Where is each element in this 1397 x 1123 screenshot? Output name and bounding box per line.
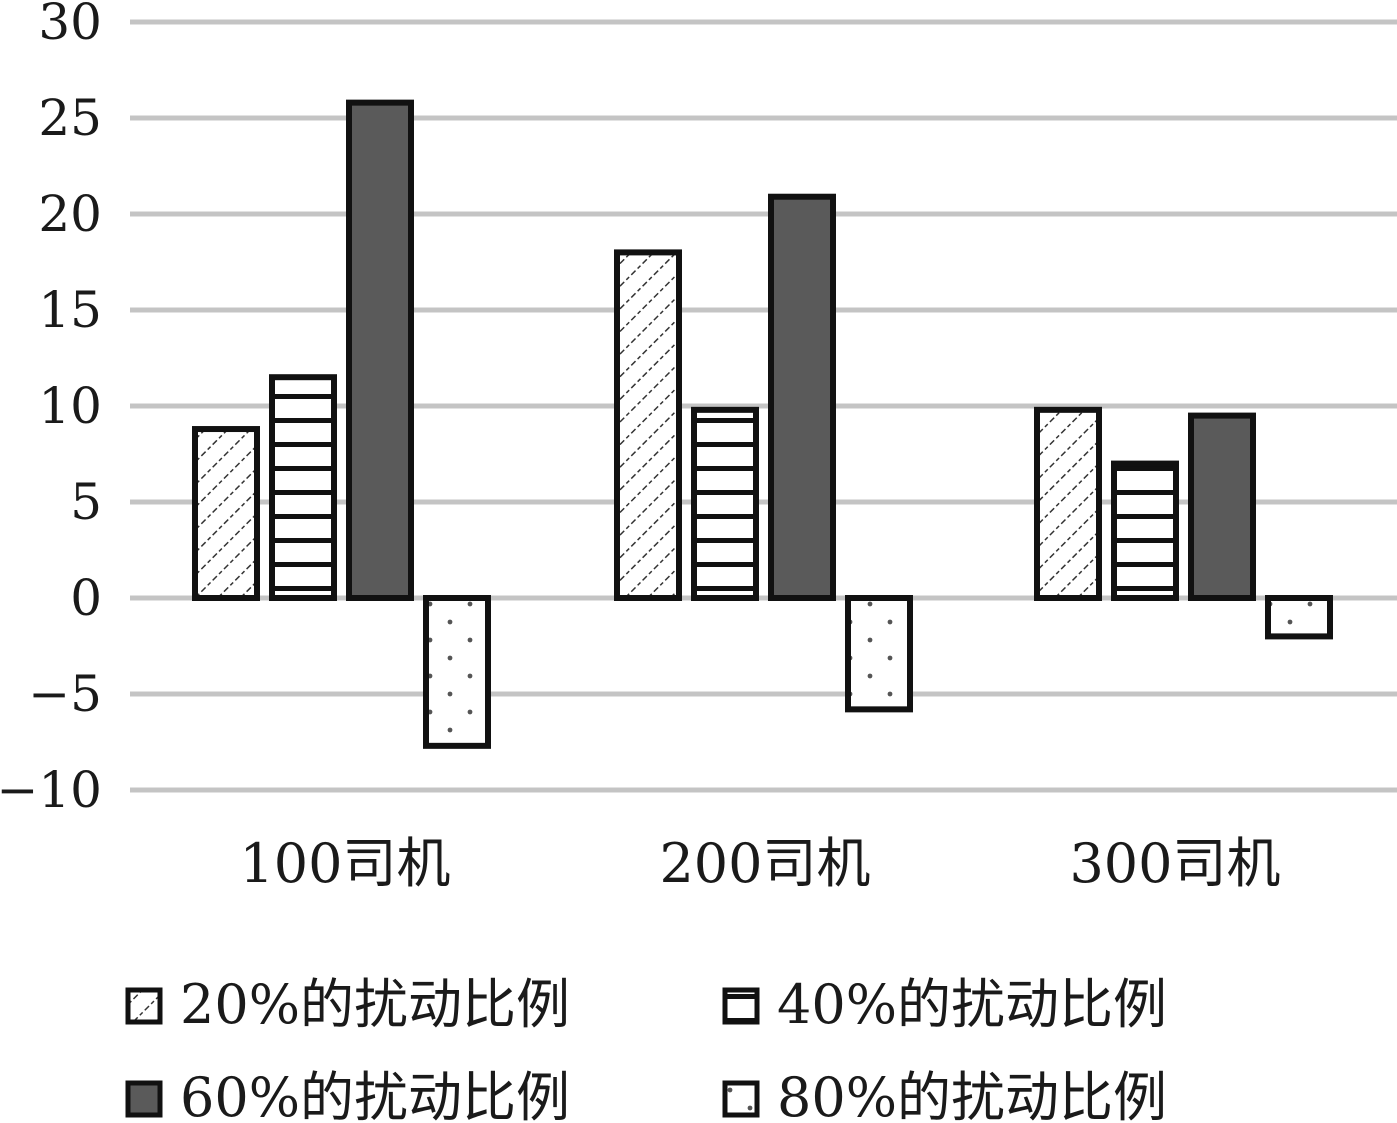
bar-3-2 xyxy=(768,193,836,601)
legend: 20%的扰动比例 40%的扰动比例 60%的扰动比例 80%的扰动比例 xyxy=(125,973,1167,1123)
bar-4-3 xyxy=(1265,595,1333,640)
gridlines xyxy=(130,19,1397,793)
legend-swatch xyxy=(125,987,163,1025)
legend-label: 60%的扰动比例 xyxy=(180,1066,570,1123)
y-tick-label: −5 xyxy=(28,665,102,723)
y-axis-ticks: 30 25 20 15 10 5 0 −5 −10 xyxy=(0,0,102,819)
bar-2-2 xyxy=(691,406,759,601)
x-category-label: 100司机 xyxy=(239,832,450,895)
legend-swatch xyxy=(125,1080,163,1118)
x-category-label: 200司机 xyxy=(659,832,870,895)
legend-swatch xyxy=(722,1080,760,1118)
legend-label: 80%的扰动比例 xyxy=(777,1066,1167,1123)
legend-label: 40%的扰动比例 xyxy=(777,973,1167,1036)
y-tick-label: 20 xyxy=(38,185,102,243)
y-tick-label: 25 xyxy=(38,89,102,147)
bar-1-1 xyxy=(192,426,260,602)
bar-3-3 xyxy=(1188,412,1256,601)
legend-swatch xyxy=(722,987,760,1025)
bar-1-3 xyxy=(1034,406,1102,601)
bar-4-2 xyxy=(845,595,913,713)
bar-2-3 xyxy=(1111,460,1179,601)
x-axis-categories: 100司机 200司机 300司机 xyxy=(239,832,1280,895)
bar-2-1 xyxy=(269,374,337,602)
y-tick-label: 30 xyxy=(38,0,102,51)
y-tick-label: −10 xyxy=(0,761,102,819)
bar-1-2 xyxy=(614,249,682,601)
y-tick-label: 5 xyxy=(70,473,102,531)
legend-label: 20%的扰动比例 xyxy=(180,973,570,1036)
bar-3-1 xyxy=(346,99,414,601)
y-tick-label: 0 xyxy=(70,569,102,627)
bar-4-1 xyxy=(423,595,491,749)
y-tick-label: 10 xyxy=(38,377,102,435)
y-tick-label: 15 xyxy=(38,281,102,339)
x-category-label: 300司机 xyxy=(1069,832,1280,895)
bars xyxy=(192,99,1333,749)
